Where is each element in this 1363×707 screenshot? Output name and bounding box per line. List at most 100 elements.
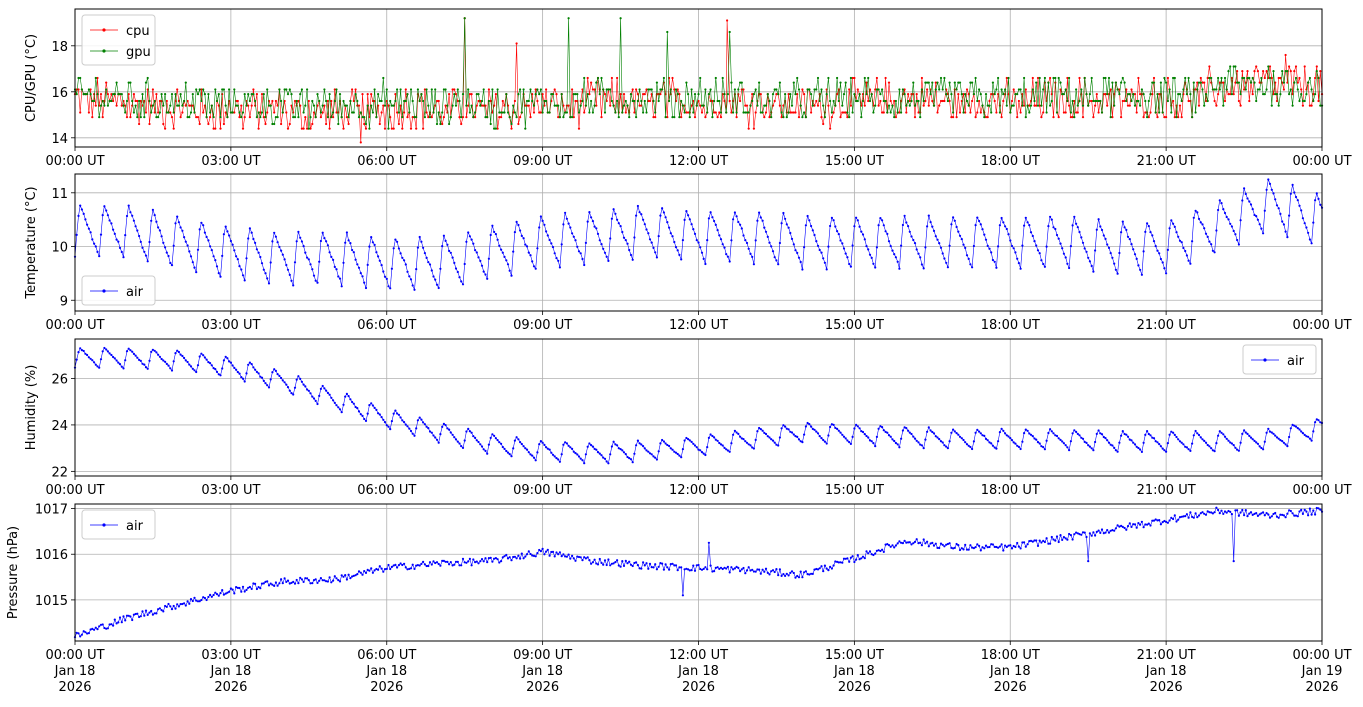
data-point — [780, 427, 783, 430]
data-point — [553, 252, 556, 255]
data-point — [181, 354, 184, 358]
data-point — [1156, 249, 1159, 252]
legend-marker-air — [1263, 358, 1267, 362]
data-point — [1126, 235, 1130, 238]
data-point — [170, 93, 174, 96]
data-point — [399, 88, 402, 91]
data-point — [865, 245, 868, 248]
data-point — [571, 88, 574, 91]
data-point — [1023, 432, 1026, 435]
data-point — [475, 104, 478, 107]
data-point — [789, 93, 792, 96]
data-point — [1173, 225, 1176, 228]
data-point — [169, 261, 172, 265]
data-point — [311, 582, 314, 585]
data-point — [839, 81, 842, 84]
data-point — [659, 214, 662, 217]
data-point — [139, 99, 142, 103]
data-point — [1062, 536, 1065, 539]
data-point — [1262, 511, 1265, 514]
data-point — [1180, 241, 1183, 244]
data-point — [560, 555, 563, 558]
x-tick-label-line: 18:00 UT — [981, 318, 1040, 333]
data-point — [96, 93, 99, 96]
y-tick-label: 10 — [51, 241, 68, 256]
x-tick-label: 12:00 UT — [669, 154, 728, 169]
data-point — [105, 81, 108, 84]
data-point — [1161, 261, 1164, 264]
data-point — [1047, 225, 1050, 228]
data-point — [1194, 512, 1197, 515]
data-point — [1071, 432, 1074, 435]
data-point — [1298, 204, 1301, 207]
data-point — [707, 541, 711, 544]
data-point — [1260, 227, 1263, 230]
data-point — [628, 457, 631, 460]
data-point — [924, 246, 927, 249]
data-point — [401, 419, 404, 422]
data-point — [1300, 88, 1303, 91]
data-point — [719, 111, 723, 114]
data-point — [908, 431, 911, 434]
data-point — [1159, 257, 1162, 261]
data-point — [1208, 76, 1211, 80]
data-point — [924, 542, 927, 545]
data-point — [726, 565, 730, 569]
data-point — [1094, 104, 1097, 107]
data-point — [915, 248, 918, 251]
data-point — [325, 389, 328, 392]
x-tick-label-line: 00:00 UT — [1292, 154, 1351, 169]
data-point — [446, 104, 449, 107]
data-point — [612, 440, 615, 443]
data-point — [167, 254, 170, 258]
data-point — [872, 111, 875, 114]
data-point — [1234, 509, 1237, 512]
data-point — [995, 545, 998, 549]
data-point — [1223, 510, 1227, 513]
data-point — [82, 349, 85, 353]
data-point — [1147, 522, 1150, 525]
data-point — [758, 426, 761, 430]
data-point — [321, 104, 324, 107]
data-point — [939, 246, 943, 249]
data-point — [744, 111, 747, 114]
data-point — [193, 111, 196, 114]
data-point — [820, 565, 823, 568]
data-point — [572, 235, 575, 238]
data-point — [1154, 440, 1157, 443]
data-point — [245, 104, 248, 107]
data-point — [967, 444, 970, 447]
data-point — [139, 240, 142, 243]
data-point — [349, 99, 352, 103]
data-point — [423, 563, 426, 566]
data-point — [1232, 65, 1235, 68]
data-point — [240, 590, 243, 593]
data-point — [787, 574, 790, 577]
data-point — [183, 99, 186, 103]
series-layer — [73, 178, 1324, 291]
data-point — [390, 565, 393, 569]
data-point — [448, 428, 451, 431]
data-point — [529, 552, 532, 556]
data-point — [1012, 441, 1015, 444]
data-point — [337, 579, 340, 582]
data-point — [236, 104, 239, 107]
data-point — [981, 434, 984, 437]
data-point — [1275, 515, 1279, 518]
data-point — [868, 99, 872, 103]
data-point — [422, 127, 425, 130]
data-point — [1052, 76, 1055, 80]
data-point — [1192, 216, 1195, 219]
data-point — [551, 93, 555, 96]
data-point — [224, 225, 227, 228]
data-point — [479, 104, 482, 107]
data-point — [1036, 544, 1040, 548]
data-point — [1113, 529, 1116, 532]
data-point — [94, 76, 97, 80]
data-point — [1054, 434, 1057, 437]
data-point — [487, 557, 490, 560]
data-point — [1249, 511, 1253, 514]
data-point — [467, 88, 470, 91]
x-tick-label-line: 2026 — [838, 680, 871, 695]
data-point — [858, 427, 861, 430]
